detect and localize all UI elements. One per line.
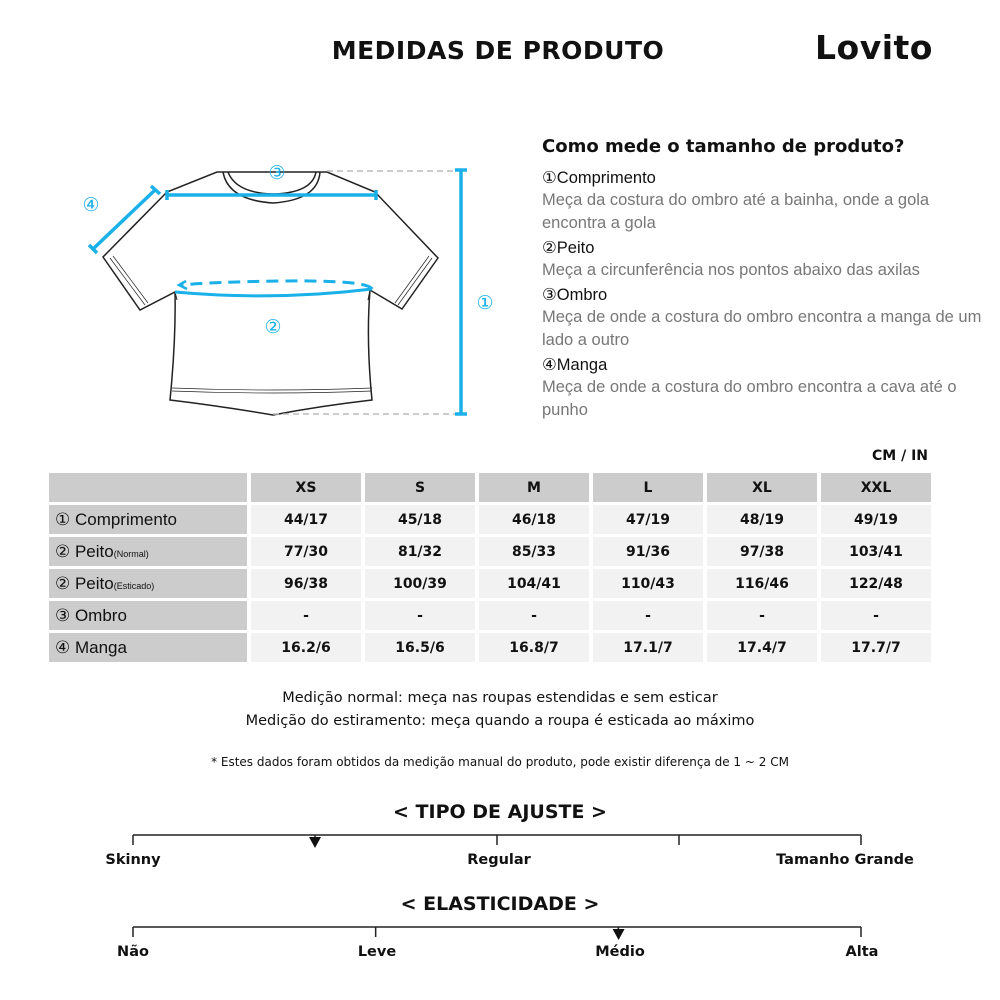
table-cell: 16.5/6 [365,633,475,662]
table-cell: 103/41 [821,537,931,566]
guide-lines [273,170,455,415]
table-cell: 96/38 [251,569,361,598]
size-header: XXL [821,473,931,502]
disclaimer: * Estes dados foram obtidos da medição m… [211,755,789,769]
size-header: M [479,473,589,502]
fit-label: Regular [467,852,531,868]
table-cell: - [707,601,817,630]
note-normal: Medição normal: meça nas roupas estendid… [282,690,718,706]
instruction-desc: Meça a circunferência nos pontos abaixo … [542,261,920,279]
instruction-item: ③Ombro Meça de onde a costura do ombro en… [542,284,982,352]
size-header: S [365,473,475,502]
table-cell: 91/36 [593,537,703,566]
table-cell: 44/17 [251,505,361,534]
table-cell: - [365,601,475,630]
table-cell: 48/19 [707,505,817,534]
table-cell: 16.8/7 [479,633,589,662]
instruction-item: ④Manga Meça de onde a costura do ombro en… [542,354,982,422]
row-label: ④ Manga [49,633,247,662]
table-cell: 110/43 [593,569,703,598]
elasticity-label: Não [117,944,149,960]
table-cell: 77/30 [251,537,361,566]
page-title: MEDIDAS DE PRODUTO [331,36,665,65]
brand-logo: Lovito [815,28,933,67]
table-cell: 46/18 [479,505,589,534]
row-label: ① Comprimento [49,505,247,534]
size-table: XS S M L XL XXL ① Comprimento 44/17 45/18 46/18 47… [45,470,935,665]
table-row: ④ Manga 16.2/6 16.5/6 16.8/7 17.1/7 17.4/7 17.… [49,633,931,662]
instruction-item: ②Peito Meça a circunferência nos pontos a… [542,237,982,282]
table-cell: 17.7/7 [821,633,931,662]
table-row: ① Comprimento 44/17 45/18 46/18 47/19 48/19 49… [49,505,931,534]
elasticity-label: Leve [357,944,397,960]
row-label: ② Peito(Esticado) [49,569,247,598]
instruction-name: ④Manga [542,356,608,374]
marker-3: ③ [268,162,285,184]
table-row: ③ Ombro - - - - - - [49,601,931,630]
note-stretch: Medição do estiramento: meça quando a ro… [245,713,755,729]
marker-4: ④ [82,194,99,216]
table-cell: - [479,601,589,630]
table-cell: 45/18 [365,505,475,534]
table-cell: 116/46 [707,569,817,598]
instruction-name: ①Comprimento [542,169,656,187]
instruction-desc: Meça da costura do ombro até a bainha, o… [542,191,930,232]
measure-instructions: Como mede o tamanho de produto? ①Comprim… [542,136,982,424]
table-cell: 81/32 [365,537,475,566]
table-cell: 16.2/6 [251,633,361,662]
instruction-item: ①Comprimento Meça da costura do ombro até… [542,167,982,235]
elasticity-title: < ELASTICIDADE > [400,893,600,915]
measure-lines [87,168,467,416]
elasticity-label: Alta [845,944,879,960]
tshirt-diagram: ① ② ③ ④ [82,162,494,416]
chest-line [174,287,373,298]
instruction-desc: Meça de onde a costura do ombro encontra… [542,308,982,349]
fit-label: Skinny [105,852,161,868]
table-cell: 49/19 [821,505,931,534]
sleeve-line [91,188,157,251]
instruction-desc: Meça de onde a costura do ombro encontra… [542,378,957,419]
fit-marker-icon [309,837,321,848]
corner-cell [49,473,247,502]
fit-title: < TIPO DE AJUSTE > [393,801,607,823]
size-header: L [593,473,703,502]
instruction-name: ③Ombro [542,286,608,304]
row-label: ② Peito(Normal) [49,537,247,566]
table-cell: 17.4/7 [707,633,817,662]
table-cell: - [593,601,703,630]
instruction-name: ②Peito [542,239,595,257]
size-header: XS [251,473,361,502]
table-cell: - [821,601,931,630]
table-cell: - [251,601,361,630]
table-cell: 100/39 [365,569,475,598]
size-header: XL [707,473,817,502]
table-row: ② Peito(Esticado) 96/38 100/39 104/41 110/43… [49,569,931,598]
fit-label: Tamanho Grande [776,852,914,868]
unit-label: CM / IN [872,448,928,464]
table-row: ② Peito(Normal) 77/30 81/32 85/33 91/36 97/38… [49,537,931,566]
row-label: ③ Ombro [49,601,247,630]
marker-1: ① [476,292,493,314]
table-cell: 47/19 [593,505,703,534]
table-cell: 85/33 [479,537,589,566]
tshirt-outline [102,171,439,416]
elasticity-label: Médio [595,944,645,960]
marker-2: ② [264,316,281,338]
instructions-title: Como mede o tamanho de produto? [542,136,905,157]
table-cell: 104/41 [479,569,589,598]
elasticity-marker-icon [612,929,625,940]
table-cell: 97/38 [707,537,817,566]
scales [132,834,862,940]
table-cell: 17.1/7 [593,633,703,662]
table-cell: 122/48 [821,569,931,598]
